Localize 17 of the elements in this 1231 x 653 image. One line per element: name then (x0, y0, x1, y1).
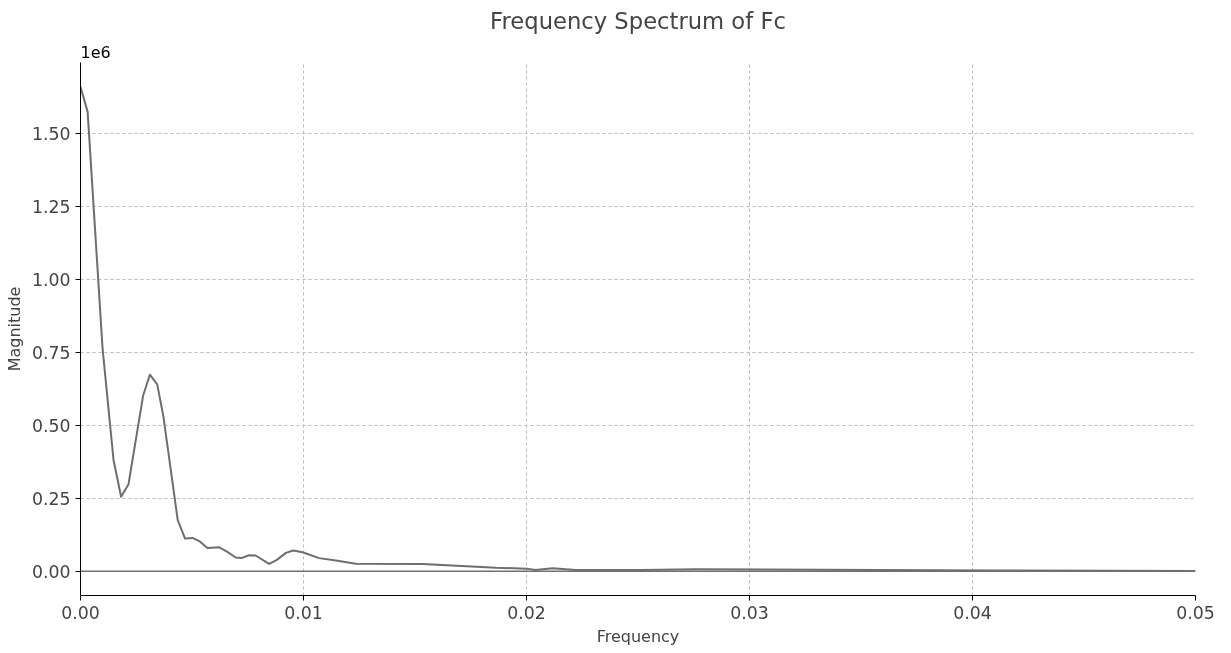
x-tick-label: 0.05 (1176, 602, 1215, 623)
x-tick-label: 0.01 (284, 602, 323, 623)
x-tick-label: 0.02 (507, 602, 546, 623)
y-tick-label: 0.50 (31, 415, 71, 436)
chart-title: Frequency Spectrum of Fc (490, 7, 786, 34)
y-tick-label: 0.75 (31, 342, 71, 363)
y-tick-label: 1.50 (31, 123, 71, 144)
y-tick-label: 1.00 (31, 269, 71, 290)
y-tick-label: 0.00 (31, 561, 71, 582)
y-tick-label: 0.25 (31, 488, 71, 509)
x-tick-label: 0.04 (953, 602, 992, 623)
x-tick-label: 0.00 (61, 602, 100, 623)
text: 1e6 (80, 42, 111, 62)
y-tick-label: 1.25 (31, 196, 71, 217)
x-tick-label: 0.03 (730, 602, 769, 623)
y-axis-title: Magnitude (4, 286, 24, 372)
x-axis-title: Frequency (596, 626, 680, 646)
